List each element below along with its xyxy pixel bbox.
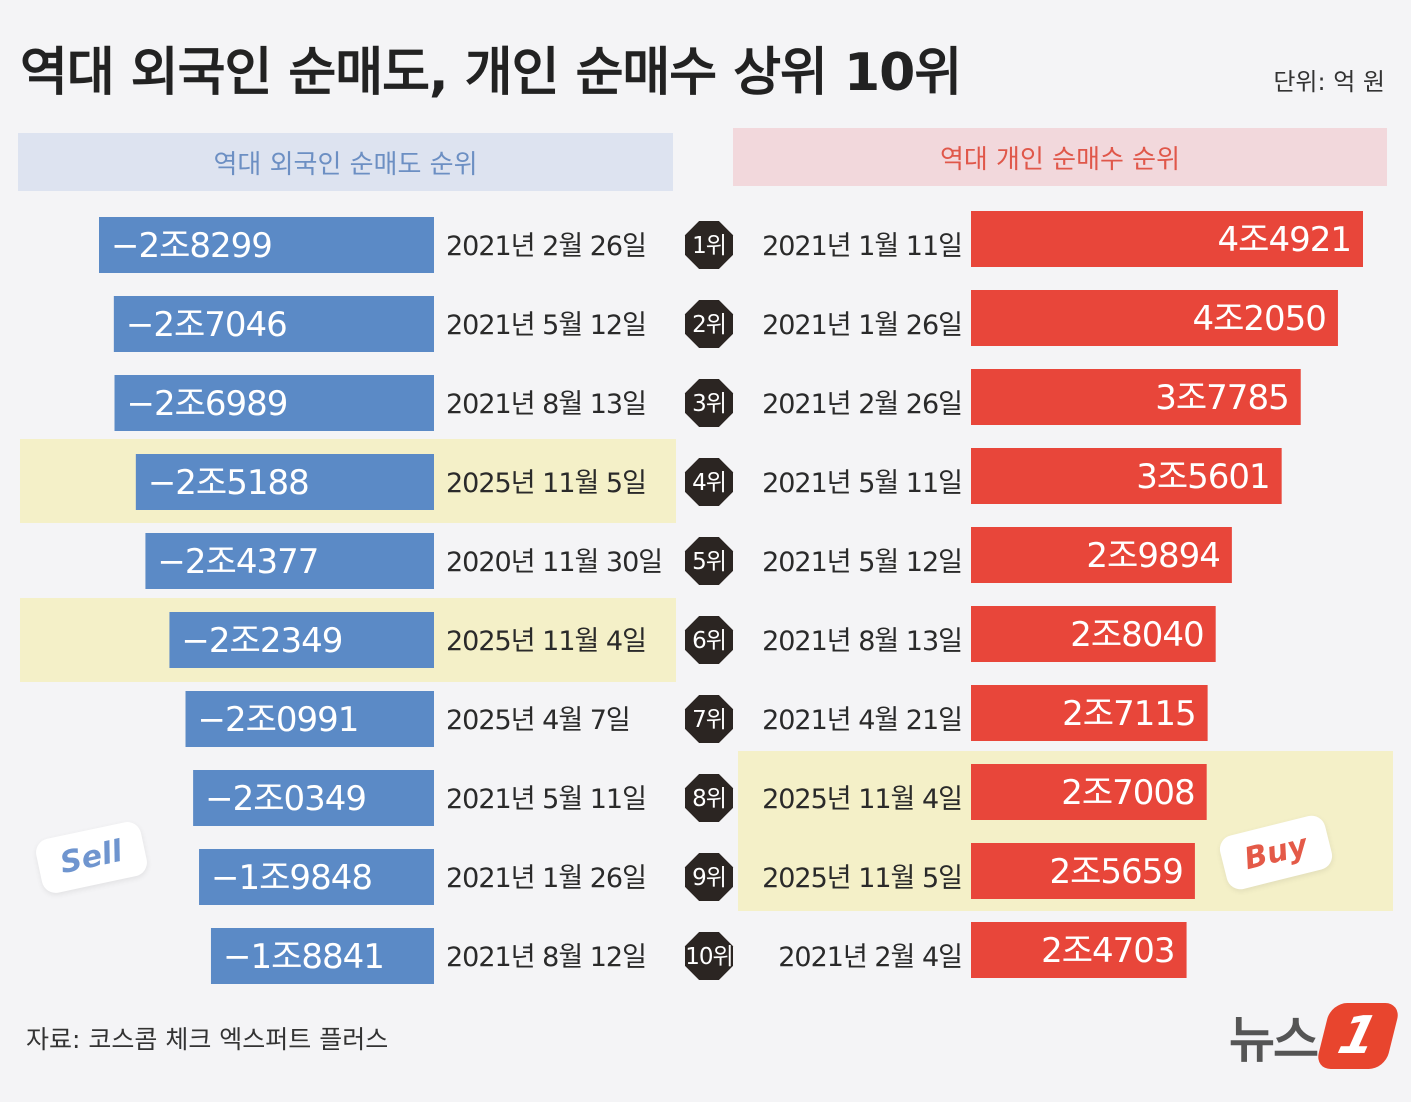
- rank-label-7: 7위: [692, 707, 726, 733]
- sell-bar-8: [193, 770, 434, 826]
- unit-label: 단위: 억 원: [1273, 68, 1385, 96]
- buy-date-label-1: 2021년 1월 11일: [762, 231, 962, 262]
- rank-label-6: 6위: [692, 628, 726, 654]
- sell-value-label-1: −2조8299: [111, 226, 272, 266]
- buy-bar-4: [971, 448, 1282, 504]
- rank-badge-1: [685, 221, 733, 269]
- sell-bar-5: [145, 533, 434, 589]
- rank-badge-6: [685, 616, 733, 664]
- sell-date-label-4: 2025년 11월 5일: [446, 468, 646, 499]
- buy-value-label-8: 2조7008: [1061, 773, 1194, 813]
- sell-bar-2: [113, 296, 434, 352]
- sell-bar-4: [135, 454, 434, 510]
- buy-date-label-3: 2021년 2월 26일: [762, 389, 962, 420]
- buy-bar-9: [971, 843, 1195, 899]
- buy-value-label-6: 2조8040: [1070, 615, 1203, 655]
- buy-bar-8: [971, 764, 1207, 820]
- rank-label-4: 4위: [692, 470, 726, 496]
- sell-bar-1: [99, 217, 434, 273]
- sell-date-label-7: 2025년 4월 7일: [446, 705, 630, 736]
- buy-value-label-10: 2조4703: [1041, 931, 1174, 971]
- sell-value-label-4: −2조5188: [148, 463, 309, 503]
- sell-date-label-6: 2025년 11월 4일: [446, 626, 646, 657]
- rank-badge-9: [685, 853, 733, 901]
- rank-label-9: 9위: [692, 865, 726, 891]
- buy-date-label-9: 2025년 11월 5일: [762, 863, 962, 894]
- buy-value-label-2: 4조2050: [1192, 299, 1325, 339]
- buy-date-label-7: 2021년 4월 21일: [762, 705, 962, 736]
- rank-label-5: 5위: [692, 549, 726, 575]
- sell-value-label-9: −1조9848: [211, 858, 372, 898]
- sell-bar-10: [210, 928, 434, 984]
- rank-badge-8: [685, 774, 733, 822]
- sell-value-label-2: −2조7046: [126, 305, 287, 345]
- individual-buy-header: 역대 개인 순매수 순위: [733, 128, 1387, 186]
- buy-value-label-3: 3조7785: [1155, 378, 1288, 418]
- rank-badge-3: [685, 379, 733, 427]
- source-note: 자료: 코스콤 체크 엑스퍼트 플러스: [26, 1025, 389, 1054]
- foreign-sell-header: 역대 외국인 순매도 순위: [18, 133, 673, 191]
- buy-bar-6: [971, 606, 1216, 662]
- sell-date-label-1: 2021년 2월 26일: [446, 231, 646, 262]
- buy-date-label-4: 2021년 5월 11일: [762, 468, 962, 499]
- buy-bar-2: [971, 290, 1338, 346]
- rank-label-8: 8위: [692, 786, 726, 812]
- sell-bar-3: [114, 375, 434, 431]
- buy-date-label-5: 2021년 5월 12일: [762, 547, 962, 578]
- rank-label-2: 2위: [692, 312, 726, 338]
- logo-text: 뉴스: [1229, 1011, 1319, 1069]
- sell-date-label-8: 2021년 5월 11일: [446, 784, 646, 815]
- logo-mark: 1: [1314, 1003, 1402, 1069]
- rank-badge-2: [685, 300, 733, 348]
- buy-value-label-4: 3조5601: [1136, 457, 1269, 497]
- buy-date-label-8: 2025년 11월 4일: [762, 784, 962, 815]
- buy-value-label-5: 2조9894: [1086, 536, 1219, 576]
- sell-bar-6: [169, 612, 434, 668]
- sell-date-label-2: 2021년 5월 12일: [446, 310, 646, 341]
- buy-value-label-9: 2조5659: [1049, 852, 1182, 892]
- sell-value-label-3: −2조6989: [127, 384, 288, 424]
- rank-badge-7: [685, 695, 733, 743]
- sell-value-label-8: −2조0349: [205, 779, 366, 819]
- rank-label-3: 3위: [692, 391, 726, 417]
- chart-title: 역대 외국인 순매도, 개인 순매수 상위 10위: [20, 43, 962, 103]
- sell-value-label-7: −2조0991: [198, 700, 359, 740]
- sell-bar-9: [199, 849, 434, 905]
- buy-value-label-7: 2조7115: [1062, 694, 1195, 734]
- buy-date-label-10: 2021년 2월 4일: [778, 942, 962, 973]
- buy-value-label-1: 4조4921: [1218, 220, 1351, 260]
- buy-date-label-2: 2021년 1월 26일: [762, 310, 962, 341]
- sell-value-label-10: −1조8841: [223, 937, 384, 977]
- news1-logo: 뉴스 1: [1229, 1000, 1402, 1072]
- sell-bar-7: [185, 691, 434, 747]
- sell-date-label-3: 2021년 8월 13일: [446, 389, 646, 420]
- sell-date-label-9: 2021년 1월 26일: [446, 863, 646, 894]
- rank-badge-5: [685, 537, 733, 585]
- sell-date-label-5: 2020년 11월 30일: [446, 547, 662, 578]
- buy-date-label-6: 2021년 8월 13일: [762, 626, 962, 657]
- rank-label-1: 1위: [692, 233, 726, 259]
- buy-bar-3: [971, 369, 1301, 425]
- sell-value-label-5: −2조4377: [157, 542, 318, 582]
- rank-label-10: 10위: [685, 944, 732, 970]
- buy-bar-1: [971, 211, 1363, 267]
- rank-badge-10: [685, 932, 733, 980]
- sell-date-label-10: 2021년 8월 12일: [446, 942, 646, 973]
- buy-bar-7: [971, 685, 1208, 741]
- rank-badge-4: [685, 458, 733, 506]
- sell-value-label-6: −2조2349: [181, 621, 342, 661]
- buy-bar-10: [971, 922, 1187, 978]
- buy-bar-5: [971, 527, 1232, 583]
